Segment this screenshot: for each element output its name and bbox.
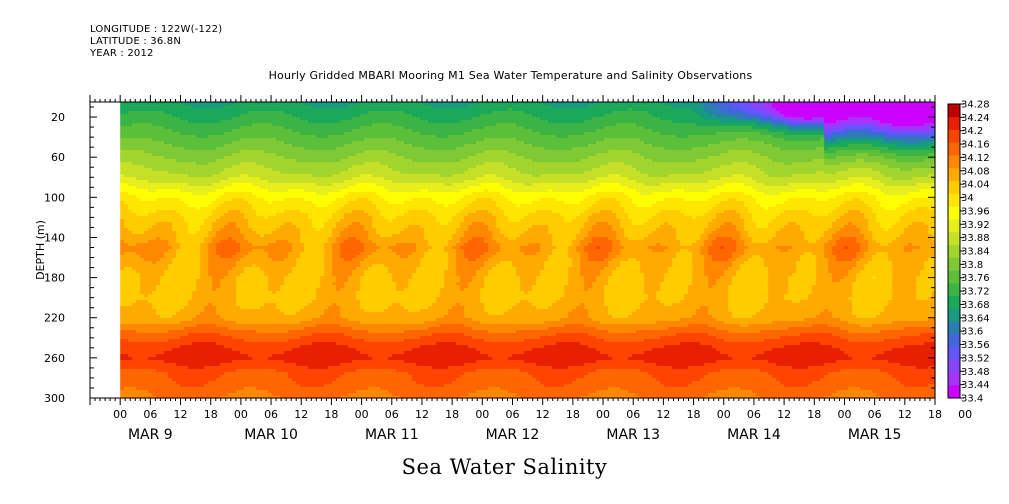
salinity-chart: 00 06 12 18 00 06 12 18 00 06 12 18 00 06 12 18 00 06 12 18…	[0, 0, 1009, 504]
plot-area	[120, 102, 935, 399]
